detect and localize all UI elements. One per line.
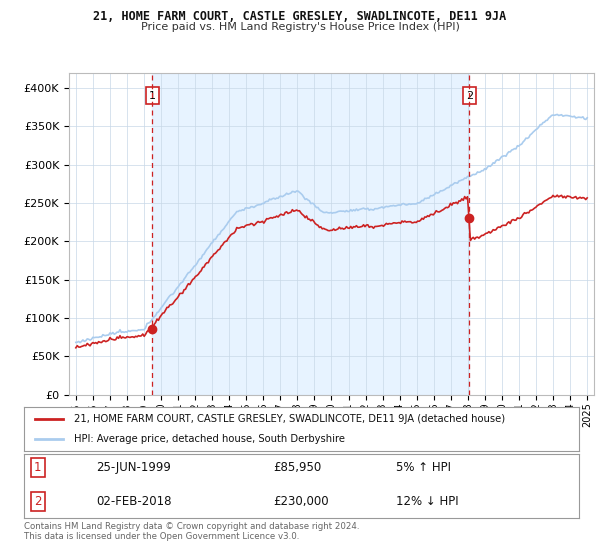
Text: 12% ↓ HPI: 12% ↓ HPI	[396, 496, 458, 508]
Text: 1: 1	[34, 461, 41, 474]
Text: 21, HOME FARM COURT, CASTLE GRESLEY, SWADLINCOTE, DE11 9JA: 21, HOME FARM COURT, CASTLE GRESLEY, SWA…	[94, 10, 506, 23]
Text: £230,000: £230,000	[274, 496, 329, 508]
Text: 25-JUN-1999: 25-JUN-1999	[96, 461, 171, 474]
Text: £85,950: £85,950	[274, 461, 322, 474]
Text: Contains HM Land Registry data © Crown copyright and database right 2024.
This d: Contains HM Land Registry data © Crown c…	[24, 522, 359, 542]
Text: 02-FEB-2018: 02-FEB-2018	[96, 496, 172, 508]
Text: HPI: Average price, detached house, South Derbyshire: HPI: Average price, detached house, Sout…	[74, 434, 345, 444]
Bar	[152, 73, 469, 395]
Text: 1: 1	[149, 91, 156, 101]
Text: 2: 2	[34, 496, 41, 508]
Text: 21, HOME FARM COURT, CASTLE GRESLEY, SWADLINCOTE, DE11 9JA (detached house): 21, HOME FARM COURT, CASTLE GRESLEY, SWA…	[74, 414, 505, 424]
Text: 5% ↑ HPI: 5% ↑ HPI	[396, 461, 451, 474]
Text: Price paid vs. HM Land Registry's House Price Index (HPI): Price paid vs. HM Land Registry's House …	[140, 22, 460, 32]
Text: 2: 2	[466, 91, 473, 101]
